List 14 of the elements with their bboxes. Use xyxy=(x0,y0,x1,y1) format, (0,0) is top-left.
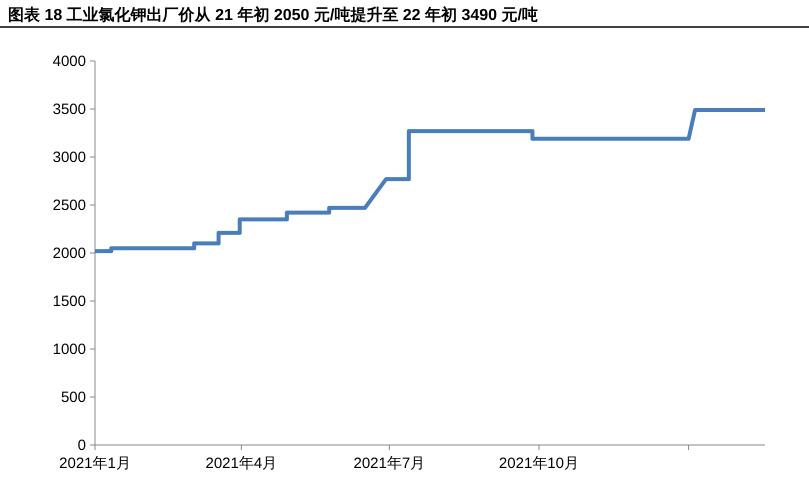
y-tick-label: 3500 xyxy=(52,101,86,118)
y-tick-label: 4000 xyxy=(52,53,86,70)
y-tick-label: 1500 xyxy=(52,293,86,310)
y-tick-label: 2000 xyxy=(52,245,86,262)
x-tick-label: 2021年7月 xyxy=(353,455,426,472)
y-tick-label: 1000 xyxy=(52,341,86,358)
x-tick-label: 2021年4月 xyxy=(206,455,278,472)
y-tick-label: 2500 xyxy=(52,197,86,214)
y-tick-label: 500 xyxy=(60,389,86,406)
chart-title: 图表 18 工业氯化钾出厂价从 21 年初 2050 元/吨提升至 22 年初 3490 元/吨 xyxy=(8,6,538,24)
x-tick-label: 2021年10月 xyxy=(498,455,579,472)
y-tick-label: 3000 xyxy=(52,149,86,166)
x-tick-label: 2021年1月 xyxy=(59,455,131,472)
y-tick-label: 0 xyxy=(78,437,86,454)
